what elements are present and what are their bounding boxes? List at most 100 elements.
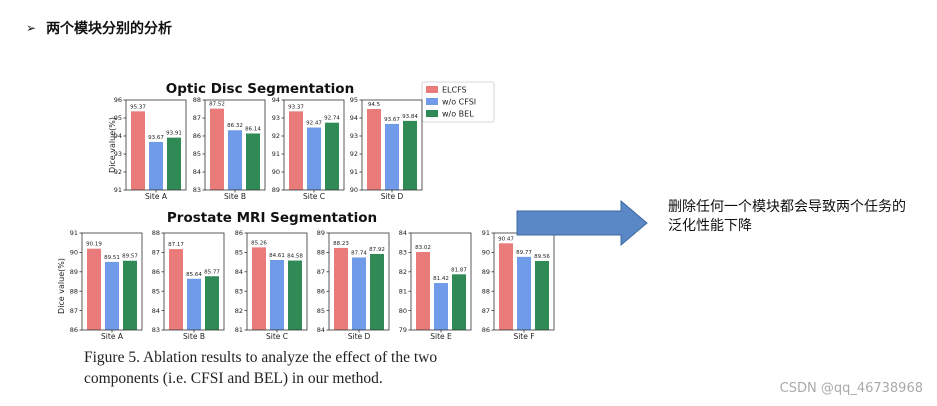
y-tick-label-0-2-4: 93: [272, 114, 280, 122]
y-tick-label-1-3-1: 85: [317, 307, 325, 315]
legend-swatch-2: [426, 110, 438, 117]
y-tick-label-1-1-1: 84: [152, 307, 160, 315]
y-tick-label-0-1-5: 88: [193, 96, 201, 104]
figure-caption: Figure 5. Ablation results to analyze th…: [84, 349, 438, 387]
data-label-0-0-2: 93.91: [166, 131, 182, 137]
bar-0-1-0: [210, 108, 224, 190]
y-tick-label-1-4-1: 80: [399, 307, 407, 315]
data-label-1-0-0: 90.19: [86, 242, 102, 248]
x-tick-label-1-0: Site A: [101, 332, 124, 341]
bar-1-1-1: [187, 278, 201, 330]
y-tick-label-1-3-5: 89: [317, 229, 325, 237]
data-label-1-5-1: 89.77: [516, 250, 532, 256]
bullet-arrow-icon: ➢: [26, 21, 37, 35]
y-tick-label-1-4-4: 83: [399, 249, 407, 257]
data-label-1-4-0: 83.02: [415, 245, 431, 251]
bar-0-0-1: [149, 141, 163, 190]
chart-1-panel-0: 90.19 89.51 89.57 86 87 88 89 90 91 Site A: [70, 229, 143, 341]
legend-swatch-1: [426, 98, 438, 105]
data-label-0-3-2: 93.84: [402, 114, 418, 120]
optic-disc-chart-title: Optic Disc Segmentation: [166, 81, 354, 97]
y-tick-label-0-2-0: 89: [272, 186, 280, 194]
bar-0-0-0: [131, 111, 145, 190]
data-label-0-1-1: 86.32: [227, 123, 243, 129]
chart-legend: ELCFS w/o CFSI w/o BEL: [421, 81, 495, 123]
data-label-1-5-2: 89.56: [534, 254, 550, 260]
x-tick-label-0-0: Site A: [145, 192, 168, 201]
y-tick-label-1-0-3: 89: [70, 268, 78, 276]
slide-heading: ➢ 两个模块分别的分析: [26, 18, 172, 38]
data-label-1-4-1: 81.42: [433, 276, 449, 282]
y-tick-label-1-4-3: 82: [399, 268, 407, 276]
slide-title: 两个模块分别的分析: [46, 21, 173, 37]
y-tick-label-0-2-5: 94: [272, 96, 280, 104]
y-tick-label-0-2-2: 91: [272, 150, 280, 158]
data-label-1-2-0: 85.26: [251, 240, 267, 246]
x-tick-label-0-1: Site B: [224, 192, 246, 201]
x-tick-label-1-5: Site F: [513, 332, 534, 341]
chart-1-panel-1: 87.17 85.64 85.77 83 84 85 86 87 88 Site B: [152, 229, 225, 341]
bar-1-3-2: [370, 253, 384, 330]
bar-0-1-1: [228, 130, 242, 190]
bar-1-4-1: [434, 283, 448, 330]
prostate-mri-chart-title: Prostate MRI Segmentation: [167, 210, 377, 226]
bar-1-2-2: [288, 260, 302, 330]
y-tick-label-1-2-2: 83: [235, 287, 243, 295]
data-label-0-2-1: 92.47: [306, 121, 322, 127]
bar-1-2-1: [270, 259, 284, 330]
bar-1-0-2: [123, 260, 137, 330]
data-label-0-1-2: 86.14: [245, 126, 261, 132]
bar-0-1-2: [246, 133, 260, 190]
bar-0-2-2: [325, 122, 339, 190]
y-tick-label-0-2-3: 92: [272, 132, 280, 140]
y-tick-label-0-0-3: 94: [114, 132, 122, 140]
y-tick-label-1-5-1: 87: [482, 307, 490, 315]
y-tick-label-1-3-0: 84: [317, 326, 325, 334]
x-tick-label-1-2: Site C: [266, 332, 288, 341]
y-tick-label-1-2-3: 84: [235, 268, 243, 276]
bar-1-2-0: [252, 247, 266, 330]
y-tick-label-0-3-3: 93: [350, 132, 358, 140]
bar-0-0-2: [167, 137, 181, 190]
bar-1-1-0: [169, 249, 183, 330]
data-label-1-3-2: 87.92: [369, 247, 385, 253]
bar-0-3-0: [367, 109, 381, 190]
bar-1-3-0: [334, 247, 348, 330]
legend-swatch-0: [426, 86, 438, 93]
data-label-1-1-1: 85.64: [186, 272, 202, 278]
legend-label-2: w/o BEL: [442, 110, 474, 119]
data-label-0-0-0: 95.37: [130, 104, 146, 110]
prostate-mri-y-axis-label: Dice value(%): [57, 258, 66, 314]
data-label-1-1-2: 85.77: [204, 269, 220, 275]
y-tick-label-1-1-0: 83: [152, 326, 160, 334]
x-tick-label-1-4: Site E: [430, 332, 452, 341]
y-tick-label-0-3-0: 90: [350, 186, 358, 194]
bar-1-5-2: [535, 260, 549, 330]
y-tick-label-0-1-1: 84: [193, 168, 201, 176]
y-tick-label-0-0-5: 96: [114, 96, 122, 104]
y-tick-label-1-5-0: 86: [482, 326, 490, 334]
y-tick-label-0-1-4: 87: [193, 114, 201, 122]
y-tick-label-0-3-2: 92: [350, 150, 358, 158]
watermark: CSDN @qq_46738968: [779, 381, 923, 396]
data-label-0-2-2: 92.74: [324, 116, 340, 122]
x-tick-label-0-2: Site C: [303, 192, 325, 201]
y-tick-label-1-2-0: 81: [235, 326, 243, 334]
bar-0-3-2: [403, 120, 417, 190]
bar-1-0-1: [105, 261, 119, 330]
data-label-1-2-2: 84.58: [287, 254, 303, 260]
y-tick-label-1-3-3: 87: [317, 268, 325, 276]
y-tick-label-1-1-3: 86: [152, 268, 160, 276]
y-tick-label-1-3-4: 88: [317, 249, 325, 257]
y-tick-label-0-0-0: 91: [114, 186, 122, 194]
data-label-1-3-0: 88.23: [333, 241, 349, 247]
y-tick-label-1-0-4: 90: [70, 249, 78, 257]
y-tick-label-1-1-2: 85: [152, 287, 160, 295]
data-label-1-5-0: 90.47: [498, 236, 514, 242]
